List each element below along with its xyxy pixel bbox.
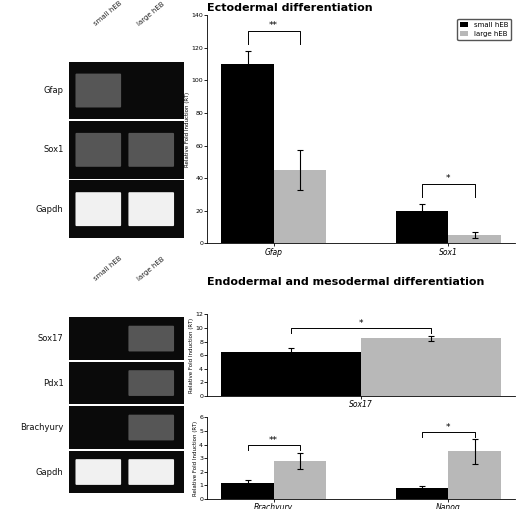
FancyBboxPatch shape	[75, 192, 121, 226]
FancyBboxPatch shape	[128, 415, 174, 440]
FancyBboxPatch shape	[75, 459, 121, 485]
FancyBboxPatch shape	[128, 133, 174, 167]
Bar	[69, 317, 184, 360]
Y-axis label: Relative Fold Induction (RT): Relative Fold Induction (RT)	[185, 92, 190, 167]
FancyBboxPatch shape	[75, 133, 121, 167]
Bar	[274, 461, 326, 499]
Bar	[361, 338, 501, 396]
Bar	[69, 450, 184, 493]
Legend: small hEB, large hEB: small hEB, large hEB	[458, 19, 511, 40]
Text: Ectodermal differentiation: Ectodermal differentiation	[207, 3, 373, 13]
FancyBboxPatch shape	[128, 459, 174, 485]
Text: *: *	[446, 422, 451, 432]
Bar	[69, 362, 184, 404]
Y-axis label: Relative Fold Induction (RT): Relative Fold Induction (RT)	[193, 420, 198, 496]
Bar	[222, 483, 274, 499]
Text: Endodermal and mesodermal differentiation: Endodermal and mesodermal differentiatio…	[207, 277, 485, 287]
Text: Gapdh: Gapdh	[36, 205, 63, 214]
Bar	[448, 235, 501, 243]
Y-axis label: Relative Fold Induction (RT): Relative Fold Induction (RT)	[189, 318, 194, 393]
FancyBboxPatch shape	[75, 74, 121, 107]
Bar	[448, 451, 501, 499]
FancyBboxPatch shape	[128, 370, 174, 396]
Bar	[222, 64, 274, 243]
Bar	[69, 180, 184, 238]
FancyBboxPatch shape	[128, 192, 174, 226]
Text: small hEB: small hEB	[93, 0, 123, 26]
FancyBboxPatch shape	[128, 326, 174, 351]
Text: *: *	[359, 319, 363, 328]
Text: large hEB: large hEB	[137, 1, 166, 26]
Text: **: **	[269, 21, 278, 30]
Bar	[69, 406, 184, 449]
Text: *: *	[446, 174, 451, 183]
Text: Pdx1: Pdx1	[43, 379, 63, 387]
Bar	[69, 62, 184, 119]
Text: large hEB: large hEB	[137, 256, 166, 282]
Bar	[69, 121, 184, 179]
Text: Sox17: Sox17	[38, 334, 63, 343]
Text: **: **	[269, 436, 278, 445]
Bar	[396, 211, 448, 243]
Text: Brachyury: Brachyury	[20, 423, 63, 432]
Text: Gapdh: Gapdh	[36, 468, 63, 476]
Bar	[396, 488, 448, 499]
Bar	[274, 170, 326, 243]
Text: Sox1: Sox1	[43, 146, 63, 154]
Text: small hEB: small hEB	[93, 256, 123, 282]
Bar	[222, 352, 361, 396]
Text: Gfap: Gfap	[44, 86, 63, 95]
